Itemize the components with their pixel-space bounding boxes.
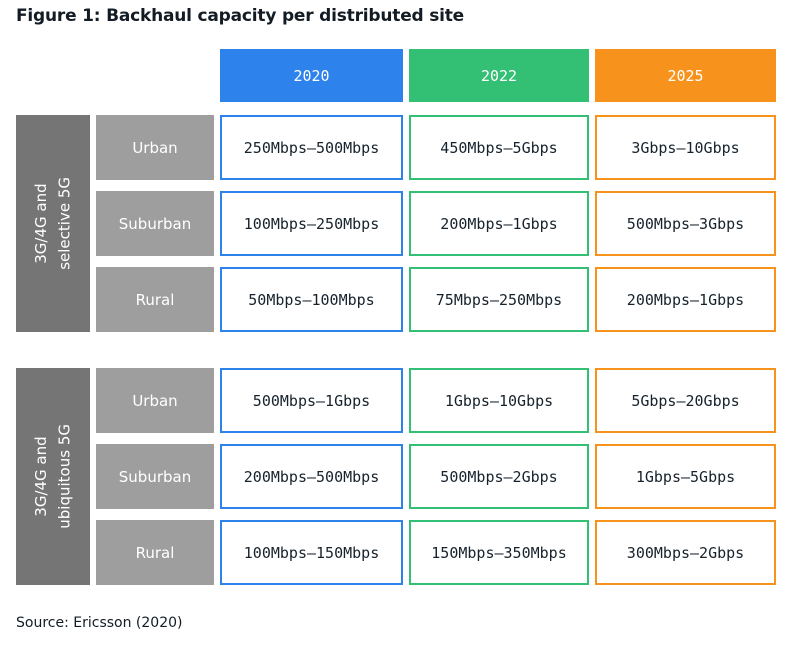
row-label-rural: Rural: [96, 520, 214, 585]
group-label-line: selective 5G: [55, 177, 73, 270]
table-cell: 300Mbps–2Gbps: [595, 520, 776, 585]
group-label-selective-5g: 3G/4G and selective 5G: [30, 177, 77, 270]
row-label-rural: Rural: [96, 267, 214, 332]
figure-container: Figure 1: Backhaul capacity per distribu…: [16, 6, 791, 631]
group-label-line: 3G/4G and: [31, 436, 50, 517]
table-cell: 500Mbps–3Gbps: [595, 191, 776, 256]
row-label-urban: Urban: [96, 115, 214, 180]
group-label-line: 3G/4G and: [31, 183, 50, 264]
table-cell: 50Mbps–100Mbps: [220, 267, 403, 332]
table-cell: 500Mbps–2Gbps: [409, 444, 589, 509]
table-cell: 200Mbps–1Gbps: [409, 191, 589, 256]
year-header-row: 2020 2022 2025: [16, 49, 791, 102]
table-cell: 150Mbps–350Mbps: [409, 520, 589, 585]
figure-title: Figure 1: Backhaul capacity per distribu…: [16, 6, 465, 26]
group-ubiquitous-5g: 3G/4G and ubiquitous 5G Urban 500Mbps–1G…: [16, 368, 791, 585]
source-note: Source: Ericsson (2020): [16, 615, 183, 631]
group-selective-5g: 3G/4G and selective 5G Urban 250Mbps–500…: [16, 115, 791, 332]
year-header-2022: 2022: [409, 49, 589, 102]
group-label-ubiquitous-5g: 3G/4G and ubiquitous 5G: [30, 424, 77, 529]
row-label-urban: Urban: [96, 368, 214, 433]
table-cell: 250Mbps–500Mbps: [220, 115, 403, 180]
row-label-suburban: Suburban: [96, 444, 214, 509]
table-cell: 450Mbps–5Gbps: [409, 115, 589, 180]
table-cell: 100Mbps–250Mbps: [220, 191, 403, 256]
table-cell: 100Mbps–150Mbps: [220, 520, 403, 585]
group-band-ubiquitous-5g: 3G/4G and ubiquitous 5G: [16, 368, 90, 585]
table-cell: 500Mbps–1Gbps: [220, 368, 403, 433]
year-header-2020: 2020: [220, 49, 403, 102]
table-cell: 75Mbps–250Mbps: [409, 267, 589, 332]
table-cell: 1Gbps–10Gbps: [409, 368, 589, 433]
table-cell: 3Gbps–10Gbps: [595, 115, 776, 180]
group-band-selective-5g: 3G/4G and selective 5G: [16, 115, 90, 332]
year-header-2025: 2025: [595, 49, 776, 102]
table-cell: 200Mbps–500Mbps: [220, 444, 403, 509]
group-label-line: ubiquitous 5G: [55, 424, 73, 529]
row-label-suburban: Suburban: [96, 191, 214, 256]
table-cell: 5Gbps–20Gbps: [595, 368, 776, 433]
table-cell: 1Gbps–5Gbps: [595, 444, 776, 509]
table-cell: 200Mbps–1Gbps: [595, 267, 776, 332]
